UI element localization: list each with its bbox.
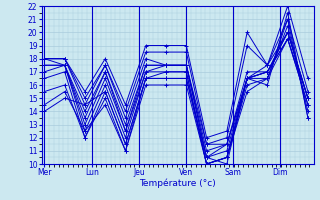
X-axis label: Température (°c): Température (°c): [139, 179, 216, 188]
